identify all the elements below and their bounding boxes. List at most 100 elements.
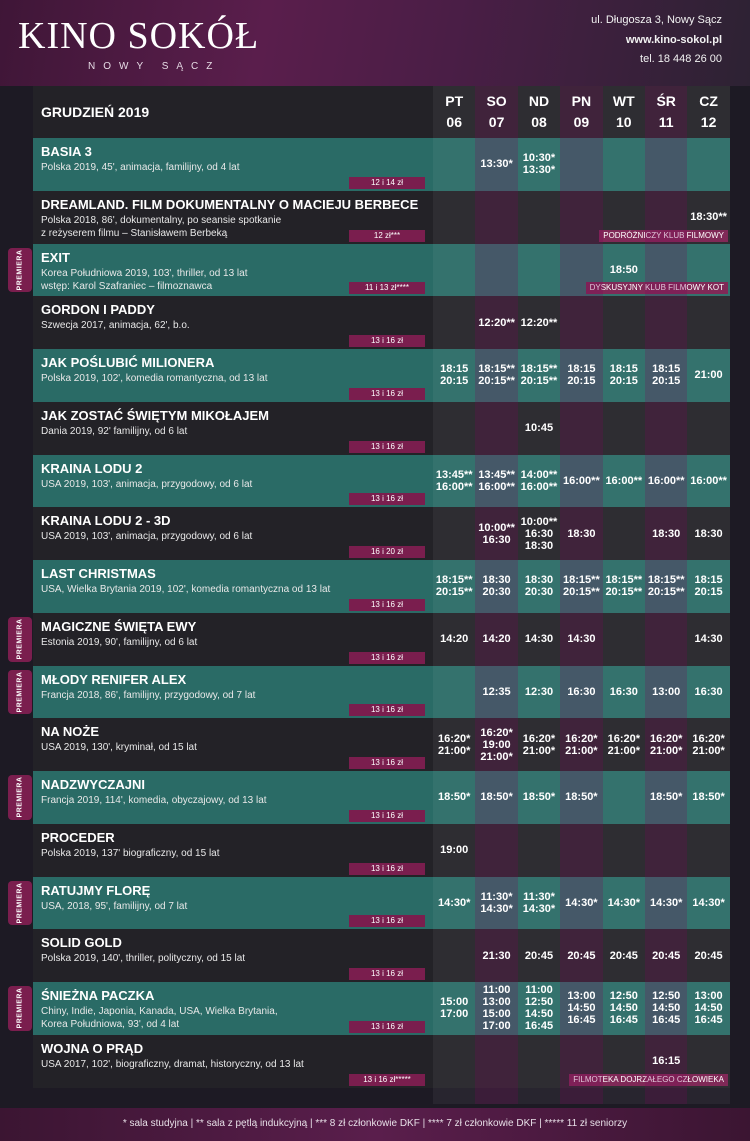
showtime[interactable]: 12:20** [478,316,515,329]
film-title[interactable]: MAGICZNE ŚWIĘTA EWY [41,618,197,634]
showtime[interactable]: 16:20* [522,732,556,745]
showtime[interactable]: 14:20 [440,633,469,646]
showtime[interactable]: 14:30* [480,902,513,915]
showtime[interactable]: 16:20* [480,726,513,739]
film-title[interactable]: JAK POŚLUBIĆ MILIONERA [41,355,215,370]
showtime[interactable]: 14:30* [565,896,598,909]
showtime[interactable]: 21:00* [607,744,640,757]
film-title[interactable]: WOJNA O PRĄD [41,1040,144,1056]
film-title[interactable]: SOLID GOLD [41,935,122,951]
showtime[interactable]: 14:50 [567,1002,596,1015]
showtime[interactable]: 18:30 [694,527,723,540]
showtime[interactable]: 21:00* [522,744,556,757]
showtime[interactable]: 14:50 [694,1002,723,1015]
showtime[interactable]: 18:30 [524,574,554,587]
showtime[interactable]: 21:00* [649,744,683,757]
showtime[interactable]: 16:20* [607,732,640,745]
showtime[interactable]: 20:30 [482,586,511,599]
showtime[interactable]: 15:00 [482,1008,511,1021]
showtime[interactable]: 21:00* [692,744,725,757]
showtime[interactable]: 10:45 [524,422,554,435]
film-title[interactable]: RATUJMY FLORĘ [41,882,151,898]
showtime[interactable]: 18:30 [652,527,681,540]
showtime[interactable]: 21:00 [694,369,723,382]
showtime[interactable]: 16:20* [437,732,471,745]
showtime[interactable]: 18:15** [478,363,515,376]
film-title[interactable]: JAK ZOSTAĆ ŚWIĘTYM MIKOŁAJEM [41,407,269,423]
showtime[interactable]: 12:50 [609,990,638,1003]
showtime[interactable]: 14:30* [437,896,471,909]
film-title[interactable]: PROCEDER [41,829,115,845]
showtime[interactable]: 13:00 [652,685,681,698]
showtime[interactable]: 19:00 [440,844,469,857]
showtime[interactable]: 16:00** [520,480,558,493]
film-title[interactable]: NADZWYCZAJNI [41,777,145,792]
showtime[interactable]: 12:35 [482,685,511,698]
showtime[interactable]: 18:15 [609,363,638,376]
showtime[interactable]: 16:30 [609,685,638,698]
showtime[interactable]: 18:15** [605,574,643,587]
showtime[interactable]: 16:30 [694,685,723,698]
film-title[interactable]: EXIT [41,249,70,265]
showtime[interactable]: 20:15** [435,586,473,599]
showtime[interactable]: 10:30* [522,152,556,165]
film-title[interactable]: DREAMLAND. FILM DOKUMENTALNY O MACIEJU B… [41,196,419,212]
showtime[interactable]: 20:15** [647,586,685,599]
showtime[interactable]: 20:45 [524,949,554,962]
showtime[interactable]: 16:30 [482,533,511,546]
showtime[interactable]: 17:00 [482,1020,511,1033]
showtime[interactable]: 14:20 [482,633,511,646]
film-title[interactable]: LAST CHRISTMAS [41,566,156,581]
showtime[interactable]: 20:15 [652,375,681,388]
showtime[interactable]: 21:30 [482,949,511,962]
showtime[interactable]: 20:15** [520,375,558,388]
showtime[interactable]: 20:15 [567,375,596,388]
showtime[interactable]: 16:00** [647,474,685,487]
showtime[interactable]: 13:00 [694,990,723,1003]
showtime[interactable]: 10:00** [478,521,515,534]
showtime[interactable]: 11:00 [482,984,511,997]
showtime[interactable]: 12:30 [524,685,554,698]
showtime[interactable]: 18:15 [567,363,596,376]
showtime[interactable]: 16:45 [652,1014,681,1027]
showtime[interactable]: 13:30* [522,164,556,177]
showtime[interactable]: 20:15 [694,586,723,599]
showtime[interactable]: 20:45 [609,949,638,962]
showtime[interactable]: 12:50 [524,996,554,1009]
showtime[interactable]: 14:50 [652,1002,681,1015]
showtime[interactable]: 11:30* [480,890,513,903]
showtime[interactable]: 14:30* [607,896,640,909]
showtime[interactable]: 16:30 [524,527,554,540]
showtime[interactable]: 16:45 [524,1020,554,1033]
showtime[interactable]: 18:15 [652,363,681,376]
showtime[interactable]: 18:50* [522,791,556,804]
showtime[interactable]: 11:30* [523,890,555,903]
showtime[interactable]: 16:45 [694,1014,723,1027]
contact-website[interactable]: www.kino-sokol.pl [625,34,722,46]
showtime[interactable]: 20:15 [440,375,469,388]
showtime[interactable]: 18:50 [609,263,638,276]
showtime[interactable]: 18:50* [480,791,513,804]
showtime[interactable]: 21:00* [437,744,471,757]
showtime[interactable]: 18:15** [520,363,558,376]
showtime[interactable]: 11:00 [525,984,553,997]
showtime[interactable]: 16:00** [435,480,473,493]
showtime[interactable]: 14:30 [524,633,554,646]
showtime[interactable]: 12:20** [520,316,558,329]
film-title[interactable]: NA NOŻE [41,724,100,740]
showtime[interactable]: 18:30 [567,527,596,540]
showtime[interactable]: 20:15 [609,375,638,388]
showtime[interactable]: 14:30* [522,902,556,915]
showtime[interactable]: 14:00** [520,468,558,481]
showtime[interactable]: 13:45** [435,468,473,481]
showtime[interactable]: 16:30 [567,685,596,698]
showtime[interactable]: 15:00 [440,996,469,1009]
showtime[interactable]: 14:50 [524,1008,554,1021]
showtime[interactable]: 14:30* [692,896,725,909]
showtime[interactable]: 18:50* [565,791,598,804]
showtime[interactable]: 13:00 [567,990,596,1003]
showtime[interactable]: 20:15** [605,586,643,599]
film-title[interactable]: KRAINA LODU 2 - 3D [41,513,171,529]
showtime[interactable]: 16:00** [478,480,515,493]
showtime[interactable]: 18:15 [694,574,723,587]
